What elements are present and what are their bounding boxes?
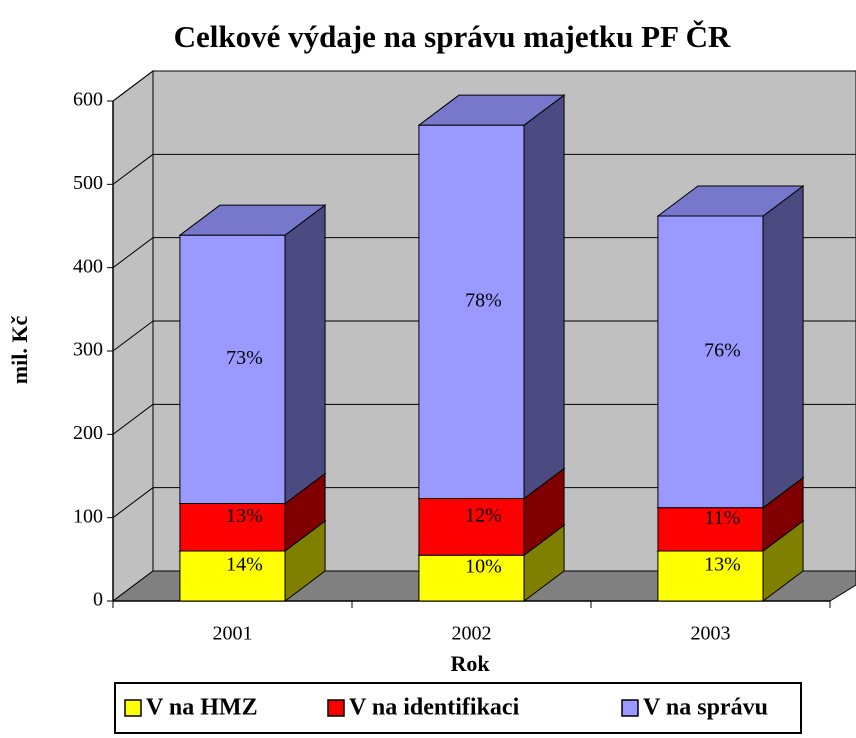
x-axis-title: Rok	[450, 651, 490, 676]
y-tick-label: 600	[73, 89, 103, 111]
grid-line-side	[112, 237, 154, 269]
grid-line-side	[112, 70, 154, 102]
data-label: 13%	[704, 554, 741, 576]
bar	[179, 550, 286, 602]
x-tick-label: 2002	[452, 623, 492, 645]
legend-text: V na HMZ	[146, 695, 258, 721]
data-label: 12%	[465, 504, 502, 526]
legend-text: V na identifikaci	[349, 695, 520, 721]
legend-text: V na správu	[643, 695, 768, 721]
y-axis-title: mil. Kč	[7, 316, 32, 385]
y-tick-label: 0	[93, 589, 103, 611]
bar-side	[523, 94, 565, 500]
x-tick-label: 2001	[213, 623, 253, 645]
bar	[418, 554, 525, 602]
bar-side	[762, 185, 804, 509]
data-label: 73%	[226, 347, 263, 369]
bar-side	[284, 204, 326, 505]
legend-swatch	[327, 699, 345, 717]
bar	[657, 507, 764, 552]
data-label: 14%	[226, 554, 263, 576]
bar-top	[178, 204, 327, 236]
y-tick-label: 300	[73, 339, 103, 361]
grid-line-side	[112, 153, 154, 185]
chart-title: Celkové výdaje na správu majetku PF ČR	[174, 19, 731, 54]
bar	[657, 550, 764, 602]
data-label: 10%	[465, 556, 502, 578]
data-label: 11%	[705, 507, 741, 529]
data-label: 78%	[465, 289, 502, 311]
x-tick-label: 2003	[691, 623, 731, 645]
bar	[657, 215, 764, 509]
y-tick-label: 200	[73, 422, 103, 444]
legend	[114, 682, 802, 734]
grid-line-side	[112, 320, 154, 352]
bar-top	[656, 185, 805, 217]
data-label: 76%	[704, 339, 741, 361]
y-tick-label: 500	[73, 172, 103, 194]
bar	[418, 124, 525, 500]
grid-line-side	[112, 487, 154, 519]
legend-swatch	[124, 699, 142, 717]
bar-top	[417, 94, 566, 126]
bar	[179, 503, 286, 552]
data-label: 13%	[226, 505, 263, 527]
grid-line-side	[112, 403, 154, 435]
y-tick-label: 100	[73, 505, 103, 527]
bar	[179, 234, 286, 505]
legend-swatch	[621, 699, 639, 717]
y-tick-label: 400	[73, 255, 103, 277]
